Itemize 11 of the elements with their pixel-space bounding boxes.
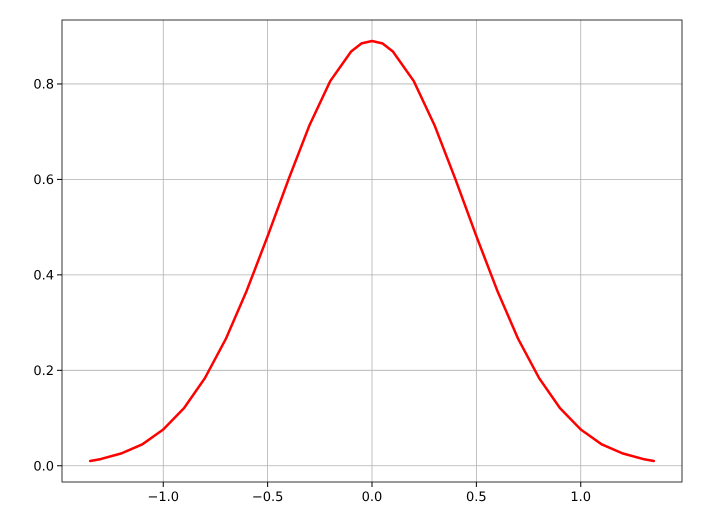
y-tick-label: 0.0 <box>33 459 54 474</box>
x-tick-label: 1.0 <box>570 490 592 505</box>
y-tick-label: 0.4 <box>33 268 54 284</box>
x-tick-label: −0.5 <box>252 490 284 505</box>
x-tick-label: 0.5 <box>466 490 487 505</box>
y-tick-label: 0.6 <box>33 172 54 188</box>
y-tick-label: 0.2 <box>33 364 54 379</box>
line-series <box>88 40 656 462</box>
x-tick-label: 0.0 <box>362 490 382 505</box>
y-tick-label: 0.8 <box>33 78 54 93</box>
x-tick-label: −1.0 <box>147 490 180 505</box>
